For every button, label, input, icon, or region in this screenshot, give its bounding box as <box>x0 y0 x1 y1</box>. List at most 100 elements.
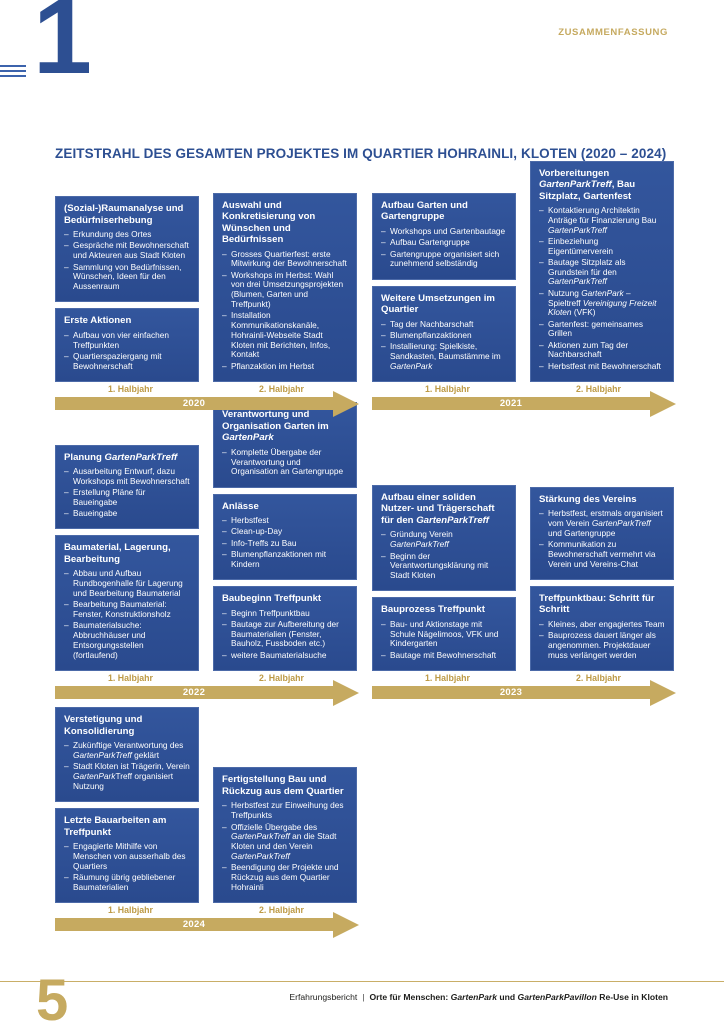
timeline-box-items: Abbau und Aufbau Rundbogenhalle für Lage… <box>64 569 190 660</box>
footer-rule <box>0 981 724 982</box>
timeline-item: Einbeziehung Eigentümerverein <box>539 236 665 257</box>
timeline-item: Workshops und Gartenbautage <box>381 226 507 237</box>
page-title: ZEITSTRAHL DES GESAMTEN PROJEKTES IM QUA… <box>55 146 667 161</box>
period-boxes: Aufbau einer soliden Nutzer- und Trägers… <box>372 431 674 671</box>
year-label: 2022 <box>182 687 206 698</box>
timeline-box: Weitere Umsetzungen im Quartier Tag der N… <box>372 285 516 382</box>
footer-separator: | <box>362 992 365 1002</box>
timeline-box: Erste Aktionen Aufbau von vier einfachen … <box>55 308 199 382</box>
year-label: 2023 <box>499 687 523 698</box>
timeline-box: Auswahl und Konkretisierung von Wünschen… <box>213 192 357 382</box>
timeline-item: Ausarbeitung Entwurf, dazu Workshops mit… <box>64 466 190 487</box>
timeline-item: Bautage zur Aufbereitung der Baumaterial… <box>222 619 348 649</box>
halbjahr-label-first: 1. Halbjahr <box>108 905 153 915</box>
timeline-item: Beginn Treffpunktbau <box>222 608 348 619</box>
timeline-item: Installation Kommunikationskanäle, Hohra… <box>222 310 348 360</box>
timeline-item: Beginn der Verantwortungsklärung mit Sta… <box>381 551 507 581</box>
timeline-item: Gartengruppe organisiert sich zunehmend … <box>381 249 507 270</box>
halbjahr-label-first: 1. Halbjahr <box>108 673 153 683</box>
timeline-box-title: Treffpunktbau: Schritt für Schritt <box>539 592 655 616</box>
timeline-item: Gespräche mit Bewohnerschaft und Akteure… <box>64 241 190 261</box>
timeline-box-items: Aufbau von vier einfachen TreffpunktenQu… <box>64 330 190 372</box>
timeline-item: Herbstfest <box>222 515 348 526</box>
timeline-box-title: Anlässe <box>222 500 259 512</box>
timeline-item: Beendigung der Projekte und Rückzug aus … <box>222 862 348 892</box>
timeline-row: (Sozial-)Raumanalyse und Bedürfniserhebu… <box>55 160 677 417</box>
period-boxes: Planung GartenParkTreff Ausarbeitung Entw… <box>55 402 357 671</box>
timeline-box: Fertigstellung Bau und Rückzug aus dem Q… <box>213 767 357 903</box>
timeline-item: Offizielle Übergabe des GartenParkTreff … <box>222 822 348 862</box>
footer-project-label: Orte für Menschen: GartenPark und Garten… <box>369 992 668 1002</box>
timeline-item: Nutzung GartenPark – Spieltreff Vereinig… <box>539 288 665 318</box>
timeline-box-title: Weitere Umsetzungen im Quartier <box>381 292 495 316</box>
timeline-box-title: Baumaterial, Lagerung, Bearbeitung <box>64 542 171 565</box>
year-arrow: 2024 <box>55 911 359 938</box>
timeline-box-items: Engagierte Mithilfe von Menschen von aus… <box>64 841 190 893</box>
timeline: (Sozial-)Raumanalyse und Bedürfniserhebu… <box>55 160 677 938</box>
timeline-box-items: Herbstfest zur Einweihung des Treffpunkt… <box>222 801 348 892</box>
timeline-item: Zukünftige Verantwortung des GartenParkT… <box>64 740 190 761</box>
timeline-box-items: Erkundung des OrtesGespräche mit Bewohne… <box>64 229 190 292</box>
timeline-box: Verantwortung und Organisation Garten im… <box>213 402 357 488</box>
timeline-box-title: Auswahl und Konkretisierung von Wünschen… <box>222 199 316 246</box>
year-label: 2024 <box>182 919 206 930</box>
timeline-box-items: Tag der NachbarschaftBlumenpflanzaktione… <box>381 319 507 372</box>
year-arrow: 2023 <box>372 679 676 706</box>
timeline-box-title: Verstetigung und Konsolidierung <box>64 714 143 737</box>
chapter-number: 1 <box>33 0 92 96</box>
timeline-box: Letzte Bauarbeiten am Treffpunkt Engagier… <box>55 808 199 903</box>
timeline-period: Verstetigung und Konsolidierung Zukünftig… <box>55 707 359 938</box>
timeline-box-title: Planung GartenParkTreff <box>64 451 178 463</box>
timeline-item: Herbstfest, erstmals organisiert vom Ver… <box>539 508 665 538</box>
year-arrow: 2022 <box>55 679 359 706</box>
timeline-box-title: Vorbereitungen GartenParkTreff, Bau Sitz… <box>539 167 636 202</box>
timeline-item: Quartierspaziergang mit Bewohnerschaft <box>64 351 190 372</box>
edge-line <box>0 75 26 77</box>
timeline-item: Kleines, aber engagiertes Team <box>539 619 665 630</box>
halbjahr-labels: 1. Halbjahr 2. Halbjahr <box>372 673 674 684</box>
timeline-item: Workshops im Herbst: Wahl von drei Umset… <box>222 270 348 310</box>
period-boxes: (Sozial-)Raumanalyse und Bedürfniserhebu… <box>55 172 357 382</box>
timeline-box-items: Gründung Verein GartenParkTreffBeginn de… <box>381 530 507 580</box>
timeline-item: Erstellung Pläne für Baueingabe <box>64 487 190 508</box>
halbjahr-label-first: 1. Halbjahr <box>425 384 470 394</box>
halbjahr-label-second: 2. Halbjahr <box>259 673 304 683</box>
timeline-box: Baumaterial, Lagerung, Bearbeitung Abbau … <box>55 535 199 671</box>
timeline-period: Aufbau Garten und Gartengruppe Workshops … <box>372 160 676 417</box>
halbjahr-labels: 1. Halbjahr 2. Halbjahr <box>55 384 357 395</box>
timeline-box-title: Erste Aktionen <box>64 315 132 327</box>
timeline-box-items: Zukünftige Verantwortung des GartenParkT… <box>64 740 190 791</box>
timeline-item: Baumaterialsuche: Abbruchhäuser und Ents… <box>64 620 190 660</box>
timeline-box: Planung GartenParkTreff Ausarbeitung Entw… <box>55 444 199 530</box>
timeline-item: Installierung: Spielkiste, Sandkasten, B… <box>381 341 507 371</box>
timeline-box: Treffpunktbau: Schritt für Schritt Kleine… <box>530 585 674 671</box>
timeline-period: Aufbau einer soliden Nutzer- und Trägers… <box>372 431 676 706</box>
timeline-box-title: Aufbau einer soliden Nutzer- und Trägers… <box>381 491 495 526</box>
timeline-item: Bearbeitung Baumaterial: Fenster, Konstr… <box>64 600 190 620</box>
period-boxes: Aufbau Garten und Gartengruppe Workshops … <box>372 160 674 382</box>
timeline-item: Abbau und Aufbau Rundbogenhalle für Lage… <box>64 569 190 598</box>
timeline-item: Grosses Quartierfest: erste Mitwirkung d… <box>222 249 348 270</box>
timeline-column: Aufbau einer soliden Nutzer- und Trägers… <box>372 484 516 671</box>
timeline-box: Vorbereitungen GartenParkTreff, Bau Sitz… <box>530 160 674 382</box>
timeline-item: Blumenpflanzaktionen <box>381 330 507 341</box>
timeline-column: Verantwortung und Organisation Garten im… <box>213 402 357 671</box>
timeline-column: Fertigstellung Bau und Rückzug aus dem Q… <box>213 767 357 903</box>
timeline-item: Bautage mit Bewohnerschaft <box>381 650 507 661</box>
timeline-column: Auswahl und Konkretisierung von Wünschen… <box>213 192 357 382</box>
timeline-column: Vorbereitungen GartenParkTreff, Bau Sitz… <box>530 160 674 382</box>
halbjahr-label-first: 1. Halbjahr <box>108 384 153 394</box>
timeline-item: Räumung übrig gebliebener Baumaterialien <box>64 872 190 893</box>
year-label: 2020 <box>182 398 206 409</box>
timeline-item: Bau- und Aktionstage mit Schule Nägelimo… <box>381 619 507 649</box>
timeline-item: Kommunikation zu Bewohnerschaft vermehrt… <box>539 539 665 569</box>
timeline-box-title: (Sozial-)Raumanalyse und Bedürfniserhebu… <box>64 203 184 226</box>
timeline-period: Planung GartenParkTreff Ausarbeitung Entw… <box>55 402 359 706</box>
timeline-box-title: Verantwortung und Organisation Garten im… <box>222 409 329 444</box>
timeline-box-title: Stärkung des Vereins <box>539 493 637 505</box>
timeline-box-items: Beginn TreffpunktbauBautage zur Aufberei… <box>222 608 348 661</box>
timeline-item: Blumenpflanzaktionen mit Kindern <box>222 549 348 570</box>
timeline-box-items: Herbstfest, erstmals organisiert vom Ver… <box>539 508 665 569</box>
timeline-item: Clean-up-Day <box>222 527 348 537</box>
